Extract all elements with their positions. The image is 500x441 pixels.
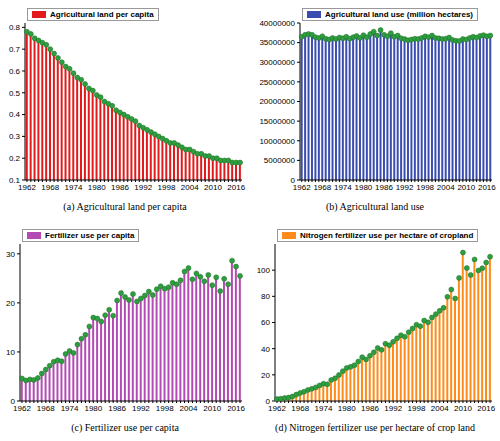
svg-text:1968: 1968 [37, 403, 55, 412]
svg-text:2004: 2004 [181, 183, 199, 192]
svg-text:1998: 1998 [416, 183, 434, 192]
svg-text:2010: 2010 [454, 403, 472, 412]
svg-text:0: 0 [291, 176, 296, 185]
svg-text:2004: 2004 [431, 403, 449, 412]
svg-text:5000000: 5000000 [264, 156, 296, 165]
svg-text:2016: 2016 [227, 183, 245, 192]
svg-text:2016: 2016 [227, 403, 245, 412]
svg-text:1986: 1986 [361, 403, 379, 412]
svg-text:10000000: 10000000 [259, 137, 295, 146]
svg-text:1992: 1992 [134, 183, 152, 192]
html-text:Nitrogen fertilizer use per he: Nitrogen fertilizer use per hectare of c… [300, 230, 474, 240]
svg-text:1962: 1962 [13, 403, 31, 412]
svg-text:30000000: 30000000 [259, 58, 295, 67]
svg-text:2016: 2016 [478, 183, 492, 192]
svg-text:1992: 1992 [132, 403, 150, 412]
svg-text:0: 0 [11, 396, 16, 405]
svg-text:1986: 1986 [375, 183, 393, 192]
svg-text:2010: 2010 [203, 403, 221, 412]
svg-text:35000000: 35000000 [259, 38, 295, 47]
svg-text:0.1: 0.1 [9, 176, 21, 185]
svg-text:2016: 2016 [477, 403, 492, 412]
svg-text:1980: 1980 [88, 183, 106, 192]
svg-text:2010: 2010 [457, 183, 475, 192]
svg-text:2010: 2010 [204, 183, 222, 192]
html-text:(c) Fertilizer use per capita: (c) Fertilizer use per capita [71, 421, 179, 433]
svg-text:20: 20 [261, 370, 270, 379]
svg-text:1986: 1986 [108, 403, 126, 412]
svg-text:1974: 1974 [65, 183, 83, 192]
svg-text:1974: 1974 [61, 403, 79, 412]
svg-text:1962: 1962 [268, 403, 286, 412]
svg-text:0.7: 0.7 [9, 45, 21, 54]
svg-text:0.8: 0.8 [9, 23, 21, 32]
svg-text:1980: 1980 [338, 403, 356, 412]
svg-text:1992: 1992 [384, 403, 402, 412]
svg-text:0.2: 0.2 [9, 154, 21, 163]
svg-text:20000000: 20000000 [259, 97, 295, 106]
svg-text:1980: 1980 [84, 403, 102, 412]
svg-text:1968: 1968 [41, 183, 59, 192]
html-text:Agricultural land per capita: Agricultural land per capita [50, 10, 154, 19]
svg-text:0.3: 0.3 [9, 132, 21, 141]
html-text:(d) Nitrogen fertilizer use pe: (d) Nitrogen fertilizer use per hectare … [275, 421, 475, 433]
svg-text:2004: 2004 [180, 403, 198, 412]
svg-text:40000000: 40000000 [259, 19, 295, 28]
svg-text:1968: 1968 [313, 183, 331, 192]
svg-text:0.4: 0.4 [9, 110, 21, 119]
svg-text:100: 100 [257, 266, 271, 275]
svg-text:15000000: 15000000 [259, 117, 295, 126]
svg-text:60: 60 [261, 318, 270, 327]
svg-text:2004: 2004 [437, 183, 455, 192]
svg-text:1962: 1962 [18, 183, 36, 192]
html-text:(a) Agricultural land per capi: (a) Agricultural land per capita [63, 201, 187, 212]
svg-text:1962: 1962 [293, 183, 311, 192]
svg-text:1992: 1992 [396, 183, 414, 192]
svg-text:1968: 1968 [291, 403, 309, 412]
html-text:Fertilizer use per capita: Fertilizer use per capita [45, 230, 135, 240]
svg-text:20: 20 [8, 298, 16, 307]
svg-text:1986: 1986 [111, 183, 129, 192]
svg-text:1998: 1998 [408, 403, 426, 412]
svg-text:0: 0 [266, 396, 271, 405]
svg-text:1998: 1998 [156, 403, 174, 412]
svg-text:1974: 1974 [315, 403, 333, 412]
svg-text:0.6: 0.6 [9, 67, 21, 76]
html-text:Agricultural land use (million: Agricultural land use (million hectares) [325, 10, 473, 19]
svg-text:1974: 1974 [334, 183, 352, 192]
svg-text:1980: 1980 [355, 183, 373, 192]
svg-text:1998: 1998 [158, 183, 176, 192]
svg-text:40: 40 [261, 344, 270, 353]
svg-text:10: 10 [8, 347, 16, 356]
svg-text:80: 80 [261, 292, 270, 301]
html-text:(b) Agricultural land use: (b) Agricultural land use [326, 201, 424, 212]
svg-text:25000000: 25000000 [259, 78, 295, 87]
svg-text:30: 30 [8, 249, 16, 258]
svg-text:0.5: 0.5 [9, 89, 21, 98]
